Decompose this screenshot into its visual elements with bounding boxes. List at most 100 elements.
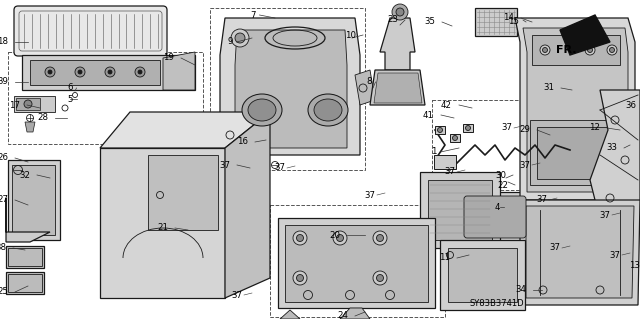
- Text: 15: 15: [508, 18, 519, 26]
- Circle shape: [75, 67, 85, 77]
- Text: 12: 12: [589, 123, 600, 132]
- Text: 37: 37: [599, 211, 610, 219]
- Polygon shape: [163, 52, 195, 90]
- Bar: [270, 205, 445, 317]
- Circle shape: [135, 67, 145, 77]
- Ellipse shape: [308, 94, 348, 126]
- Text: 21: 21: [157, 224, 168, 233]
- Text: 37: 37: [536, 196, 547, 204]
- Polygon shape: [6, 198, 50, 242]
- Circle shape: [337, 234, 344, 241]
- Circle shape: [293, 231, 307, 245]
- Text: 37: 37: [549, 243, 560, 253]
- Text: 37: 37: [231, 291, 242, 300]
- Text: 16: 16: [237, 137, 248, 146]
- Text: 25: 25: [0, 287, 8, 296]
- Circle shape: [105, 67, 115, 77]
- Circle shape: [45, 67, 55, 77]
- Polygon shape: [235, 30, 347, 148]
- Text: 37: 37: [364, 190, 375, 199]
- Polygon shape: [520, 200, 640, 305]
- Polygon shape: [285, 225, 428, 302]
- Circle shape: [231, 29, 249, 47]
- Text: SY83B3741D: SY83B3741D: [470, 299, 525, 308]
- Text: 24: 24: [337, 311, 348, 319]
- Polygon shape: [523, 28, 628, 192]
- Polygon shape: [100, 112, 270, 148]
- Text: 37: 37: [444, 167, 455, 176]
- Polygon shape: [428, 180, 492, 240]
- Circle shape: [78, 70, 82, 74]
- Text: 42: 42: [441, 100, 452, 109]
- Polygon shape: [278, 218, 435, 308]
- Bar: [8, 274, 42, 292]
- Bar: [537, 127, 618, 179]
- Circle shape: [392, 4, 408, 20]
- Text: 10: 10: [345, 31, 356, 40]
- FancyBboxPatch shape: [464, 196, 526, 238]
- Text: 23: 23: [387, 16, 398, 25]
- Circle shape: [373, 231, 387, 245]
- Polygon shape: [560, 15, 610, 55]
- Text: FR.: FR.: [556, 45, 577, 55]
- Text: 38: 38: [0, 243, 6, 253]
- Text: 34: 34: [515, 286, 526, 294]
- Bar: [8, 248, 42, 266]
- Circle shape: [138, 70, 142, 74]
- Text: 37: 37: [219, 160, 230, 169]
- Circle shape: [465, 125, 470, 130]
- Text: 13: 13: [629, 261, 640, 270]
- Text: 4: 4: [495, 203, 500, 211]
- Text: 6: 6: [67, 84, 73, 93]
- Text: 9: 9: [228, 38, 233, 47]
- Text: 33: 33: [606, 144, 617, 152]
- Polygon shape: [515, 18, 635, 200]
- Text: 37: 37: [501, 123, 512, 132]
- Polygon shape: [448, 248, 517, 302]
- Circle shape: [108, 70, 112, 74]
- Text: 29: 29: [519, 125, 530, 135]
- Text: 26: 26: [0, 153, 8, 162]
- Text: 28: 28: [37, 114, 48, 122]
- Ellipse shape: [242, 94, 282, 126]
- Text: 11: 11: [439, 254, 450, 263]
- Bar: [435, 126, 445, 134]
- Text: 35: 35: [424, 18, 435, 26]
- Circle shape: [607, 45, 617, 55]
- Circle shape: [396, 8, 404, 16]
- Circle shape: [543, 48, 547, 53]
- Circle shape: [438, 128, 442, 132]
- Text: 17: 17: [9, 100, 20, 109]
- Circle shape: [333, 231, 347, 245]
- Bar: [432, 100, 580, 190]
- Bar: [475, 8, 517, 36]
- Circle shape: [24, 100, 32, 108]
- Text: 37: 37: [274, 164, 285, 173]
- Circle shape: [588, 48, 593, 53]
- Polygon shape: [590, 90, 640, 220]
- Polygon shape: [25, 122, 35, 132]
- Polygon shape: [374, 73, 422, 103]
- Bar: [210, 8, 365, 170]
- Polygon shape: [440, 240, 525, 310]
- Text: 1: 1: [431, 147, 437, 157]
- Bar: [463, 124, 473, 132]
- Text: 37: 37: [519, 160, 530, 169]
- Bar: [6, 272, 44, 294]
- Polygon shape: [12, 165, 55, 235]
- Polygon shape: [100, 148, 225, 298]
- Text: 37: 37: [609, 250, 620, 259]
- Bar: [450, 134, 460, 142]
- Text: 5: 5: [67, 94, 73, 103]
- Polygon shape: [14, 96, 55, 112]
- Polygon shape: [30, 60, 160, 85]
- Circle shape: [296, 275, 303, 281]
- Circle shape: [376, 275, 383, 281]
- Circle shape: [296, 234, 303, 241]
- Text: 39: 39: [0, 78, 8, 86]
- Text: 8: 8: [367, 78, 372, 86]
- Bar: [460, 192, 530, 242]
- Polygon shape: [220, 18, 360, 155]
- Text: 30: 30: [495, 170, 506, 180]
- Text: 22: 22: [497, 181, 508, 189]
